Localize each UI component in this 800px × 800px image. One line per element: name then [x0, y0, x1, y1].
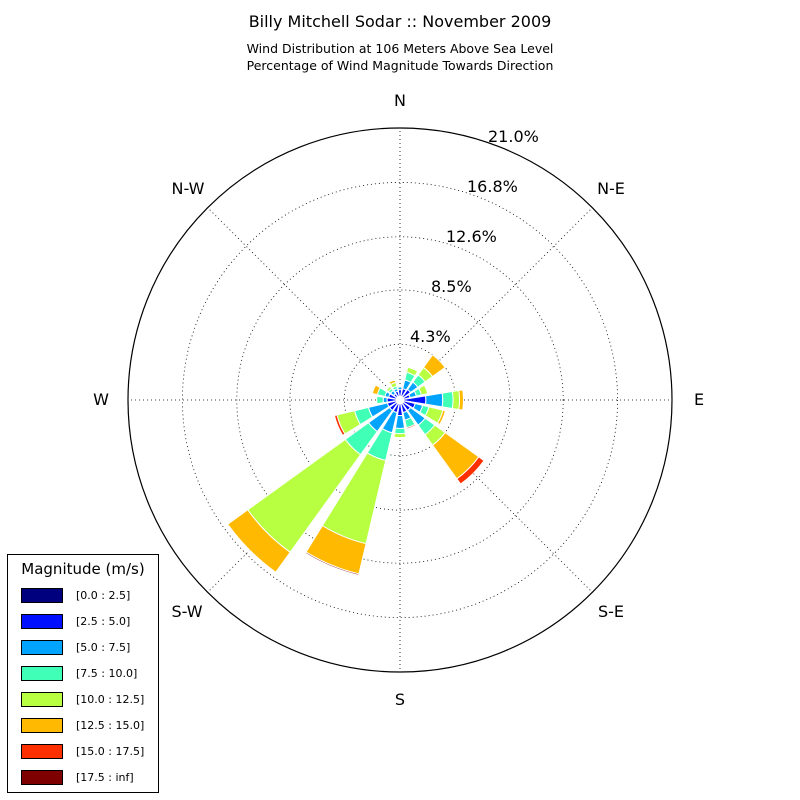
legend-swatch — [21, 640, 63, 655]
angular-gridline — [399, 399, 593, 593]
windrose-wedge — [436, 409, 446, 426]
windrose-wedge — [418, 384, 429, 396]
windrose-wedge — [424, 392, 444, 408]
windrose-wedge — [394, 427, 406, 435]
legend-swatch — [21, 718, 63, 733]
windrose-wedge — [371, 384, 381, 396]
windrose-wedge — [394, 414, 406, 429]
legend-label: [0.0 : 2.5] — [76, 589, 131, 602]
radial-gridline — [181, 181, 619, 619]
legend-label: [5.0 : 7.5] — [76, 641, 131, 654]
polar-frame — [127, 127, 673, 673]
legend-swatch — [21, 666, 63, 681]
direction-label: W — [93, 390, 109, 409]
windrose-wedge — [456, 456, 485, 485]
windrose-wedge — [376, 395, 384, 405]
radial-tick-label: 12.6% — [446, 227, 497, 246]
angular-gridline — [399, 207, 593, 401]
windrose-wedge — [304, 551, 360, 576]
legend-swatch — [21, 770, 63, 785]
chart-subtitle-line2: Percentage of Wind Magnitude Towards Dir… — [246, 58, 554, 73]
legend-label: [17.5 : inf] — [76, 771, 134, 784]
legend-label: [10.0 : 12.5] — [76, 693, 145, 706]
legend: Magnitude (m/s) [0.0 : 2.5] [2.5 : 5.0] … — [7, 554, 159, 793]
windrose-wedge — [405, 366, 419, 377]
legend-label: [15.0 : 17.5] — [76, 745, 145, 758]
direction-label: N — [394, 91, 406, 110]
direction-label: E — [694, 390, 704, 409]
windrose-wedge — [227, 509, 291, 573]
radial-tick-label: 8.5% — [431, 277, 472, 296]
radial-tick-label: 21.0% — [488, 127, 539, 146]
angular-gridline — [207, 207, 401, 401]
legend-swatch — [21, 614, 63, 629]
legend-swatch — [21, 692, 63, 707]
chart-title: Billy Mitchell Sodar :: November 2009 — [248, 12, 552, 31]
radial-tick-label: 4.3% — [410, 327, 451, 346]
windrose-wedge — [388, 379, 397, 386]
radial-tick-label: 16.8% — [467, 177, 518, 196]
direction-label: S-W — [171, 602, 202, 621]
direction-label: N-W — [172, 179, 205, 198]
legend-label: [7.5 : 10.0] — [76, 667, 138, 680]
legend-title: Magnitude (m/s) — [21, 560, 145, 578]
direction-label: S-E — [598, 602, 624, 621]
windrose-wedge — [385, 385, 393, 393]
windrose-wedge — [333, 414, 346, 437]
radial-gridline — [289, 289, 511, 511]
windrose-wedge — [422, 354, 446, 378]
direction-label: S — [395, 690, 405, 709]
windrose-wedge — [397, 386, 403, 391]
legend-swatch — [21, 588, 63, 603]
direction-label: N-E — [597, 179, 625, 198]
radial-gridline — [236, 236, 564, 564]
legend-label: [2.5 : 5.0] — [76, 615, 131, 628]
legend-swatch — [21, 744, 63, 759]
windrose-wedge — [451, 389, 461, 411]
windrose-wedge — [393, 432, 407, 439]
chart-subtitle-line1: Wind Distribution at 106 Meters Above Se… — [246, 41, 554, 56]
windrose-wedge — [441, 390, 454, 410]
legend-label: [12.5 : 15.0] — [76, 719, 145, 732]
windrose-wedge — [458, 389, 464, 411]
windrose-wedge — [405, 423, 417, 430]
